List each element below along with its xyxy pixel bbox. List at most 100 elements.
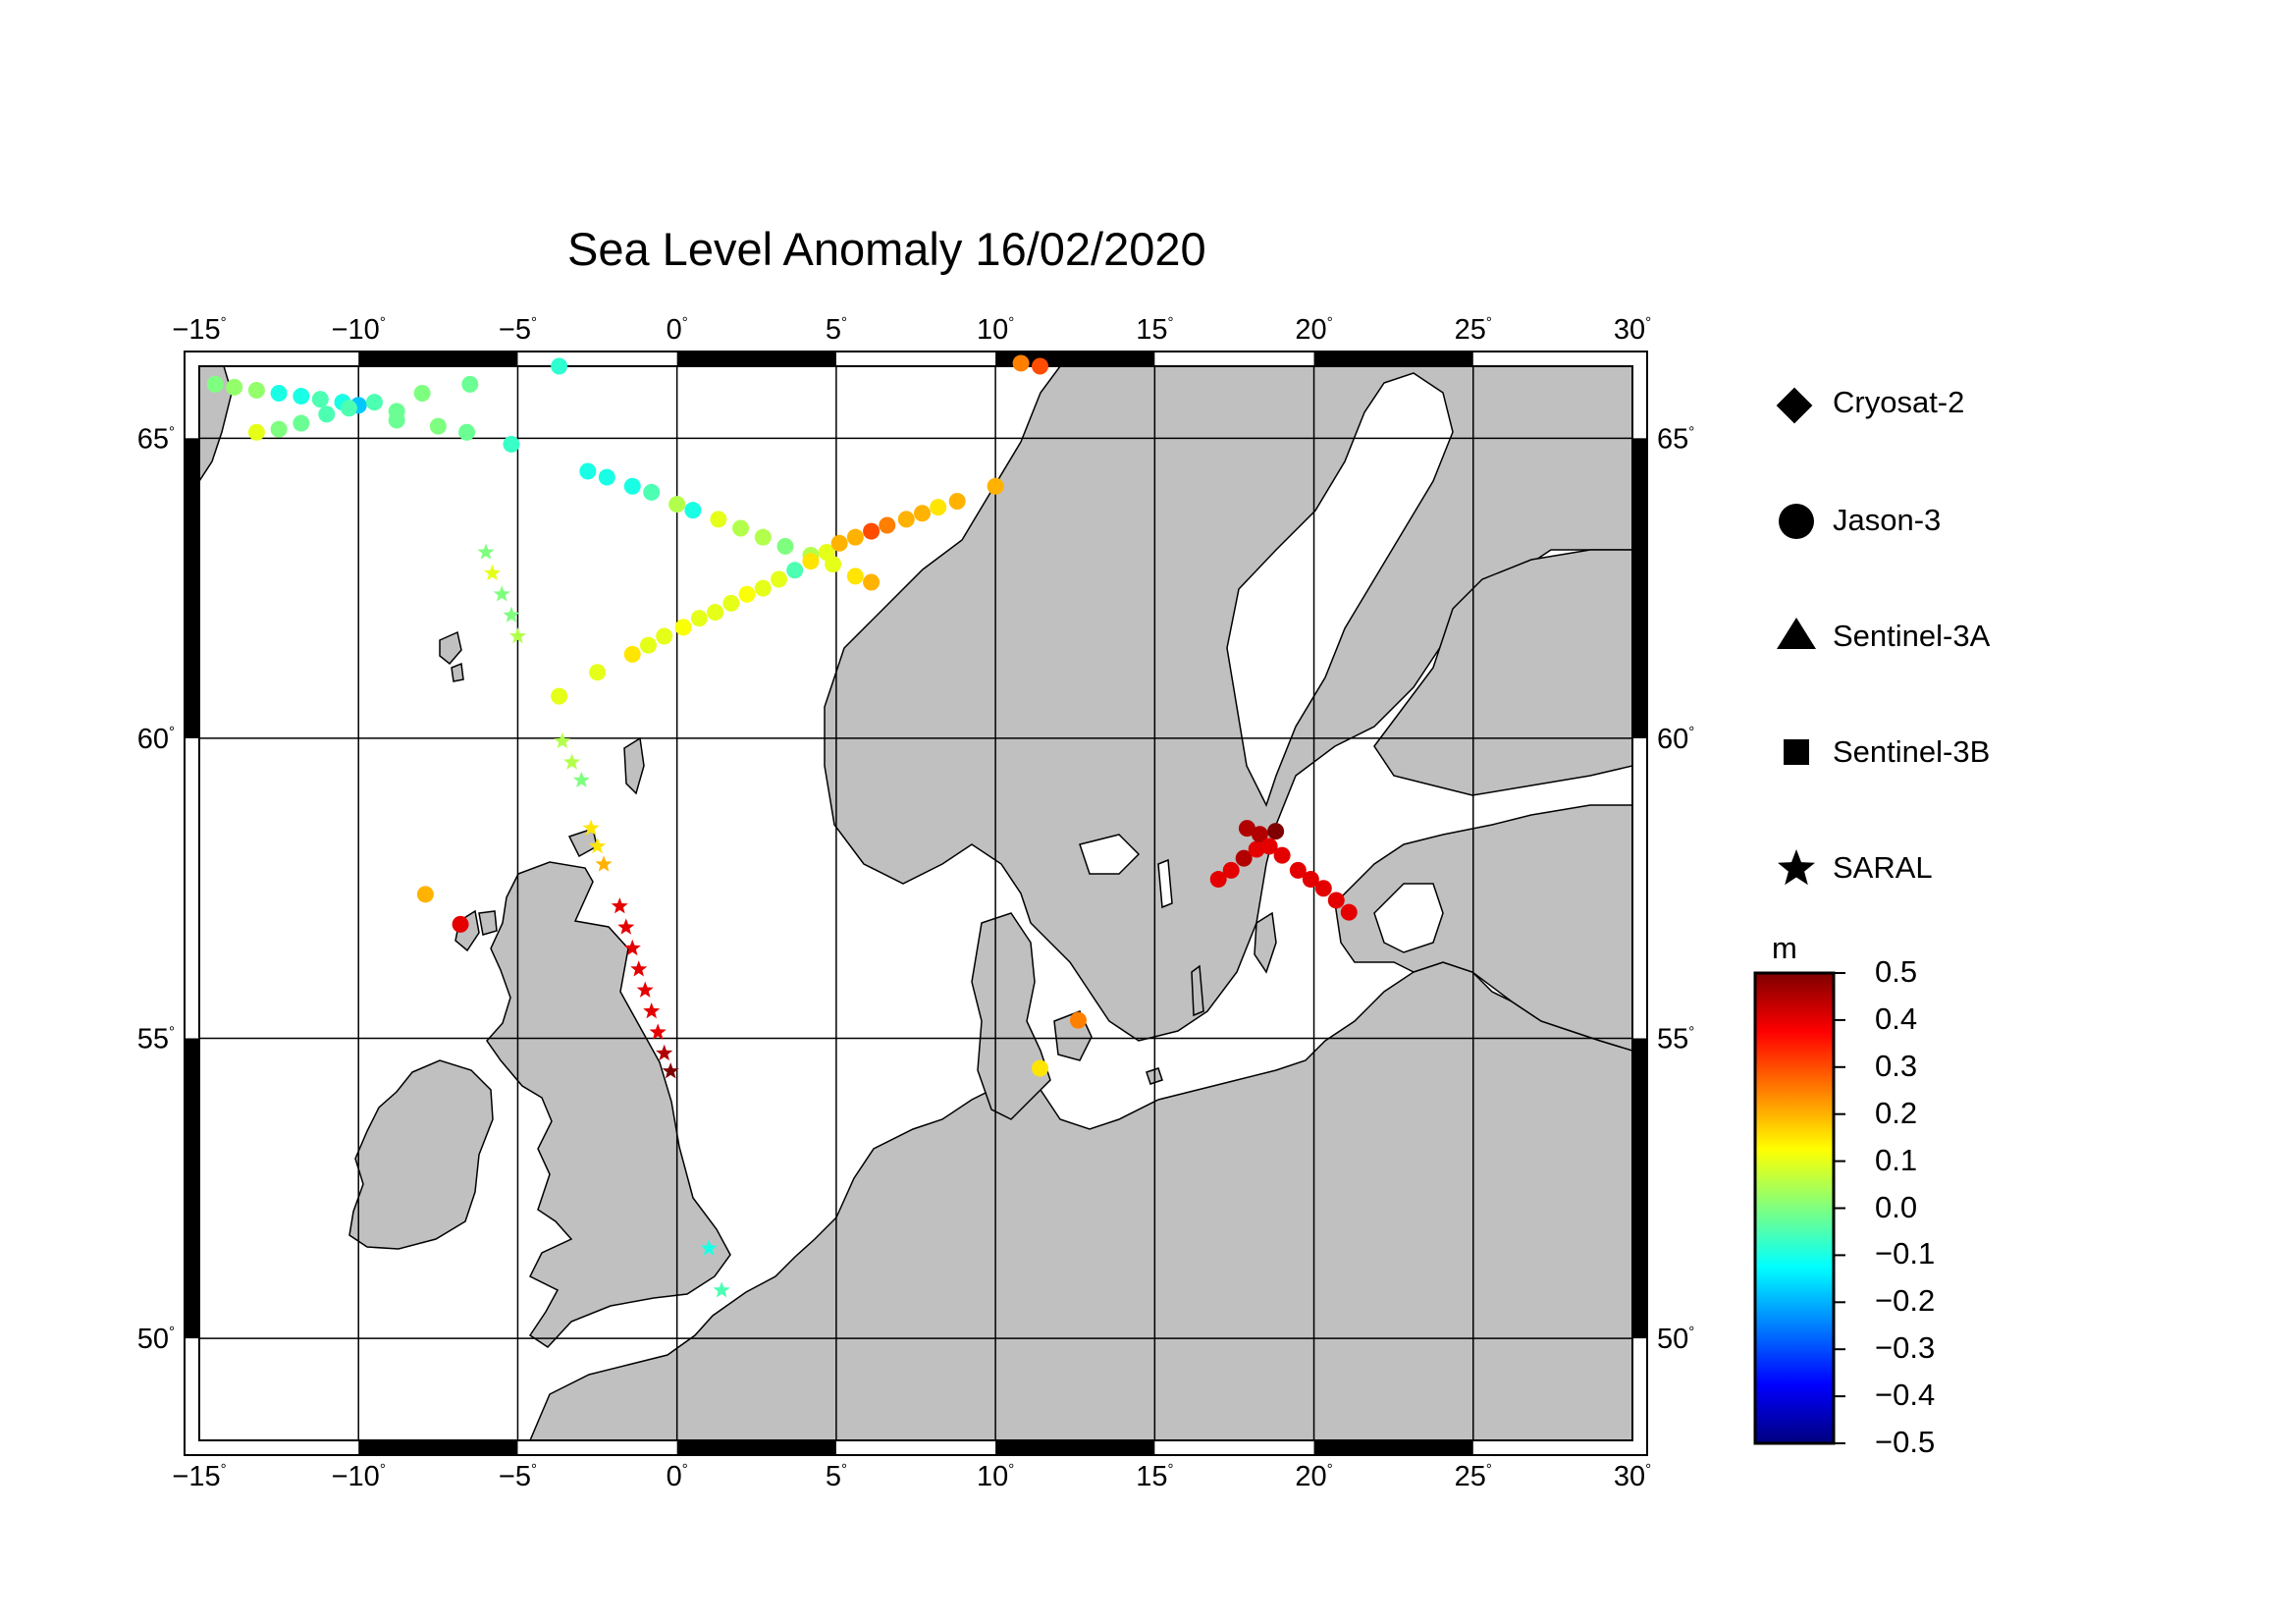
colorbar-label: 0.2 [1875,1095,1918,1130]
land-scandinavia [824,366,1632,1042]
lon-tick-label-top: 5° [826,314,847,346]
frame-bar-top [676,352,836,366]
jason-3-point [776,537,794,555]
lon-tick-label-bottom: 10° [977,1461,1014,1492]
jason-3-point [589,664,607,681]
jason-3-point [551,687,568,705]
jason-3-point [623,477,641,495]
frame-bar-left [185,1038,199,1339]
lon-tick-label-top: 30° [1614,314,1651,346]
jason-3-point [293,388,310,406]
circle-marker-icon [1779,504,1814,539]
lon-tick-label-bottom: 25° [1455,1461,1492,1492]
jason-3-point [1314,880,1332,897]
land-continent-south [529,961,1632,1440]
jason-3-point [413,385,431,403]
frame-bar-bottom [358,1440,518,1455]
colorbar-label: −0.1 [1875,1236,1936,1271]
lon-tick-label-top: −5° [499,314,537,346]
jason-3-point [1235,849,1253,867]
jason-3-point [1012,354,1030,372]
jason-3-point [1222,861,1240,879]
jason-3-point [340,400,357,417]
colorbar-ticks [1834,972,1845,1444]
jason-3-point [987,477,1004,495]
lon-tick-label-top: 20° [1295,314,1332,346]
lon-tick-label-top: 25° [1455,314,1492,346]
jason-3-point [690,610,708,627]
saral-point [630,960,648,977]
jason-3-point [270,385,288,403]
land-shetland [623,736,645,795]
frame-bar-right [1632,438,1647,738]
frame-bar-bottom [995,1440,1155,1455]
colorbar-unit: m [1772,931,1797,965]
lon-tick-label-top: −10° [332,314,386,346]
legend-label-cryosat-2: Cryosat-2 [1833,385,1965,419]
jason-3-point [684,502,702,519]
land-faroe [439,630,462,666]
jason-3-point [1302,871,1319,889]
colorbar-label: −0.2 [1875,1283,1936,1319]
legend-label-sentinel-3b: Sentinel-3B [1833,734,1991,769]
lat-tick-label-right: 65° [1657,423,1694,455]
lon-tick-label-bottom: −5° [499,1461,537,1492]
map-title: Sea Level Anomaly 16/02/2020 [567,223,1206,275]
jason-3-point [948,493,966,511]
saral-point [700,1239,718,1256]
saral-point [662,1062,679,1079]
lon-tick-label-top: −15° [172,314,226,346]
lon-tick-label-bottom: 20° [1295,1461,1332,1492]
lat-tick-label-left: 65° [137,423,175,455]
jason-3-point [770,570,787,588]
jason-3-point [416,886,434,903]
jason-3-point [846,568,864,585]
colorbar-label: −0.4 [1875,1378,1936,1413]
frame-bar-bottom [676,1440,836,1455]
jason-3-point [365,394,383,411]
colorbar [1753,971,1836,1445]
saral-point [611,897,628,914]
lat-tick-label-right: 60° [1657,724,1694,755]
jason-3-point [830,534,848,552]
jason-3-point [1032,1059,1049,1077]
saral-point [503,606,520,622]
jason-3-point [913,505,931,522]
jason-3-point [579,462,597,480]
jason-3-point [1267,823,1285,840]
legend-label-sentinel-3a: Sentinel-3A [1833,619,1991,653]
colorbar-label: −0.3 [1875,1330,1936,1366]
frame-bar-right [1632,1038,1647,1339]
lat-tick-label-right: 55° [1657,1024,1694,1055]
saral-point [643,1002,661,1019]
lon-tick-label-top: 10° [977,314,1014,346]
jason-3-point [802,553,820,570]
saral-point [656,1044,673,1061]
lat-tick-label-left: 50° [137,1324,175,1355]
sea-gulf-of-riga [1373,883,1444,953]
jason-3-point [930,499,947,516]
jason-3-point [1251,826,1268,843]
saral-point [595,855,613,872]
saral-point [649,1023,667,1040]
jason-3-point [732,519,750,537]
jason-3-point [1238,820,1255,838]
jason-3-point [226,378,243,396]
land-baltic-states [1334,804,1632,1052]
jason-3-point [551,357,568,375]
frame-bar-bottom [1313,1440,1473,1455]
jason-3-point [388,411,405,429]
lon-tick-label-top: 15° [1136,314,1173,346]
lon-tick-label-bottom: −10° [332,1461,386,1492]
jason-3-point [897,511,915,528]
frame-bar-top [358,352,518,366]
jason-3-point [461,375,479,393]
jason-3-point [598,468,615,486]
lon-tick-label-bottom: 0° [667,1461,688,1492]
lat-tick-label-left: 60° [137,724,175,755]
legend-label-saral: SARAL [1833,850,1933,885]
legend-markers [1776,387,1816,886]
lon-tick-label-bottom: 5° [826,1461,847,1492]
square-marker-icon [1784,739,1809,765]
jason-3-point [206,375,224,393]
